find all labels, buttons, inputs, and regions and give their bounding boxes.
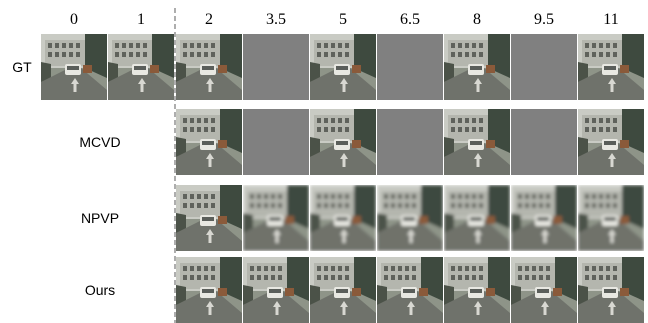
video-frame (176, 185, 242, 251)
frame-image (444, 34, 510, 100)
video-frame (243, 185, 309, 251)
video-frame (444, 34, 510, 100)
frame-image (578, 185, 644, 251)
frame-image (444, 257, 510, 323)
frame-image (578, 257, 644, 323)
video-frame (444, 109, 510, 175)
column-label: 3.5 (266, 11, 286, 28)
video-frame (243, 257, 309, 323)
frame-image (444, 185, 510, 251)
video-frame (108, 34, 174, 100)
video-frame (511, 185, 577, 251)
column-label: 0 (70, 11, 78, 28)
frame-image (243, 185, 309, 251)
missing-frame (377, 109, 443, 175)
frame-image (41, 34, 107, 100)
column-label: 11 (603, 11, 618, 28)
column-label: 9.5 (534, 11, 554, 28)
frame-image (176, 257, 242, 323)
video-frame (41, 34, 107, 100)
frame-image (444, 109, 510, 175)
row-label: MCVD (79, 134, 120, 150)
frame-image (310, 34, 376, 100)
missing-frame (377, 34, 443, 100)
frame-image (176, 34, 242, 100)
video-frame (176, 109, 242, 175)
frame-grid (41, 34, 644, 323)
video-frame (377, 185, 443, 251)
video-frame (176, 257, 242, 323)
frame-image (176, 185, 242, 251)
frame-image (578, 109, 644, 175)
column-label: 1 (137, 11, 145, 28)
video-frame (578, 257, 644, 323)
frame-image (578, 34, 644, 100)
row-label: GT (12, 59, 32, 75)
column-label: 5 (339, 11, 347, 28)
video-frame (310, 34, 376, 100)
video-frame (176, 34, 242, 100)
video-frame (444, 185, 510, 251)
frame-image (310, 185, 376, 251)
video-frame (444, 257, 510, 323)
video-frame (310, 257, 376, 323)
frame-image (108, 34, 174, 100)
frame-image (243, 257, 309, 323)
row-label: NPVP (81, 210, 119, 226)
video-frame (310, 109, 376, 175)
row-label: Ours (85, 282, 115, 298)
figure: 0 1 2 3.5 5 6.5 8 9.5 11 GT MCVD NPVP Ours (0, 0, 648, 323)
video-frame (578, 109, 644, 175)
video-frame (377, 257, 443, 323)
missing-frame (243, 34, 309, 100)
column-label: 8 (473, 11, 481, 28)
frame-image (377, 185, 443, 251)
frame-image (176, 109, 242, 175)
column-label: 6.5 (400, 11, 420, 28)
missing-frame (511, 109, 577, 175)
frame-image (377, 257, 443, 323)
video-frame (578, 185, 644, 251)
video-frame (310, 185, 376, 251)
frame-image (310, 109, 376, 175)
missing-frame (511, 34, 577, 100)
frame-image (511, 257, 577, 323)
column-label: 2 (205, 11, 213, 28)
frame-image (310, 257, 376, 323)
video-frame (511, 257, 577, 323)
missing-frame (243, 109, 309, 175)
video-frame (578, 34, 644, 100)
frame-image (511, 185, 577, 251)
